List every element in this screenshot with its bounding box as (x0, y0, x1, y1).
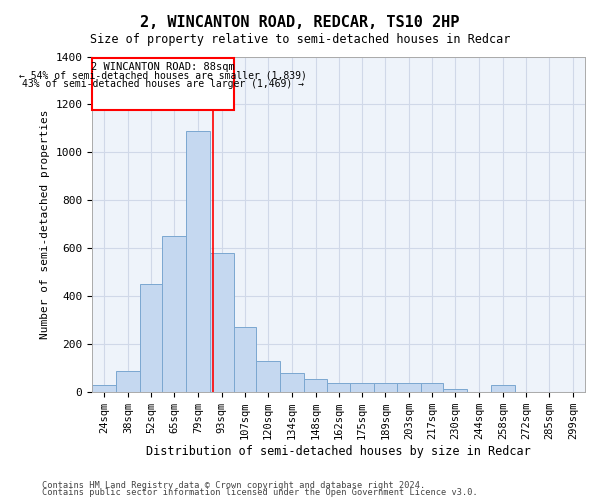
Bar (162, 236, 186, 392)
Bar (397, 384, 421, 392)
Text: Contains public sector information licensed under the Open Government Licence v3: Contains public sector information licen… (42, 488, 478, 497)
FancyBboxPatch shape (92, 58, 234, 110)
Bar (491, 384, 515, 392)
Bar (421, 384, 443, 392)
Bar (234, 327, 256, 392)
Bar (140, 284, 162, 392)
Text: Size of property relative to semi-detached houses in Redcar: Size of property relative to semi-detach… (90, 32, 510, 46)
Bar (328, 384, 350, 392)
Bar (443, 390, 467, 392)
Bar (186, 130, 210, 392)
Text: 2 WINCANTON ROAD: 88sqm: 2 WINCANTON ROAD: 88sqm (91, 62, 235, 72)
Bar (374, 384, 397, 392)
Bar (256, 360, 280, 392)
Text: ← 54% of semi-detached houses are smaller (1,839): ← 54% of semi-detached houses are smalle… (19, 71, 307, 81)
Bar (350, 384, 374, 392)
Bar (116, 372, 140, 392)
X-axis label: Distribution of semi-detached houses by size in Redcar: Distribution of semi-detached houses by … (146, 444, 531, 458)
Text: 43% of semi-detached houses are larger (1,469) →: 43% of semi-detached houses are larger (… (22, 79, 304, 89)
Text: 2, WINCANTON ROAD, REDCAR, TS10 2HP: 2, WINCANTON ROAD, REDCAR, TS10 2HP (140, 15, 460, 30)
Text: Contains HM Land Registry data © Crown copyright and database right 2024.: Contains HM Land Registry data © Crown c… (42, 480, 425, 490)
Bar (304, 378, 328, 392)
Y-axis label: Number of semi-detached properties: Number of semi-detached properties (40, 110, 50, 339)
Bar (210, 253, 234, 392)
Bar (92, 384, 116, 392)
Bar (280, 372, 304, 392)
